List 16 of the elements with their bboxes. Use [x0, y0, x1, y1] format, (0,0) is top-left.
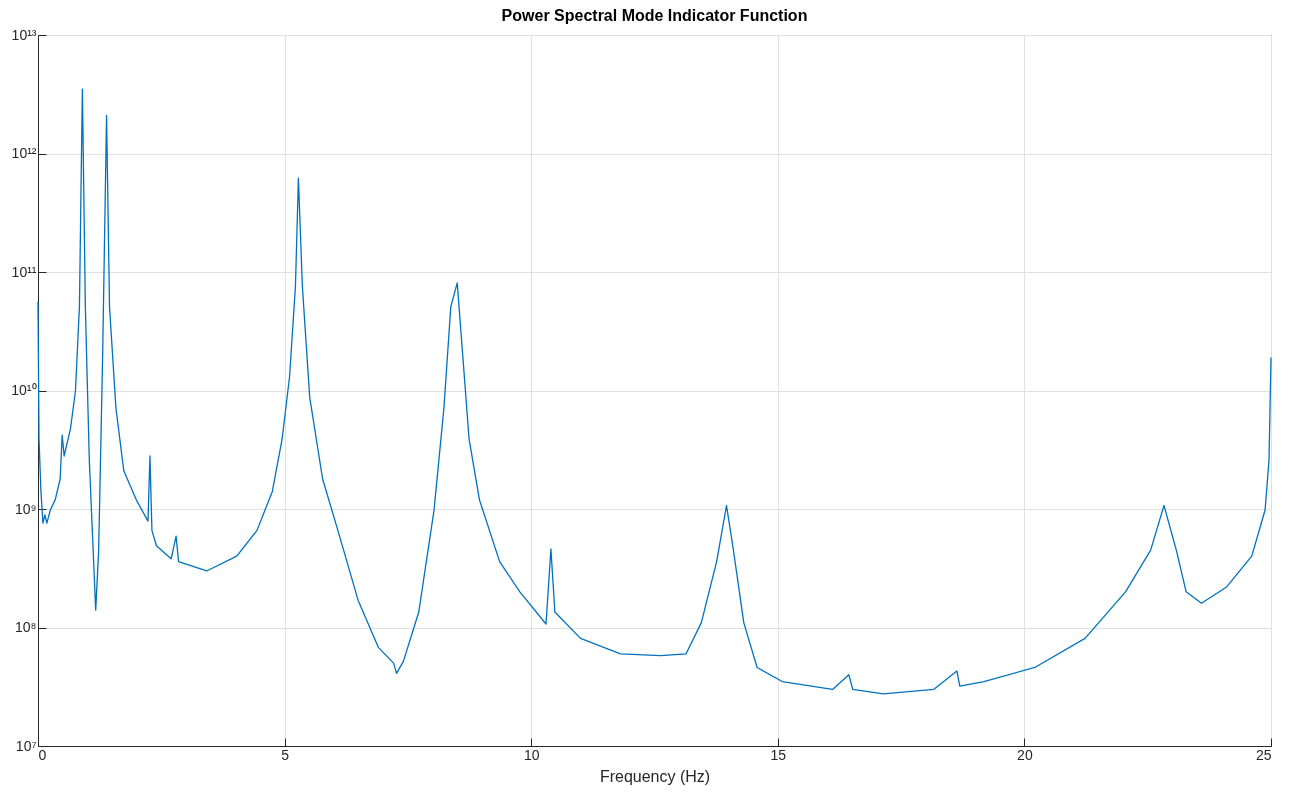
- x-tick-label: 10: [523, 746, 540, 763]
- line-series: [37, 88, 1272, 695]
- x-tick-label: 20: [1017, 746, 1033, 763]
- x-tick-label: 5: [281, 746, 290, 763]
- y-tick-label: 10¹¹: [11, 263, 37, 280]
- x-axis-title: Frequency (Hz): [599, 767, 711, 785]
- y-tick-label: 10⁹: [14, 500, 37, 517]
- y-tick-label: 10¹⁰: [11, 382, 37, 398]
- x-tick-label: 15: [770, 746, 787, 763]
- y-tick-label: 10¹³: [11, 26, 37, 43]
- y-tick-label: 10⁷: [15, 737, 37, 754]
- x-tick-label: 25: [1255, 746, 1272, 763]
- y-tick-label: 10¹²: [11, 145, 37, 161]
- chart-title: Power Spectral Mode Indicator Function: [501, 7, 808, 24]
- y-tick-label: 10⁸: [15, 619, 37, 635]
- x-tick-label: 0: [38, 746, 47, 763]
